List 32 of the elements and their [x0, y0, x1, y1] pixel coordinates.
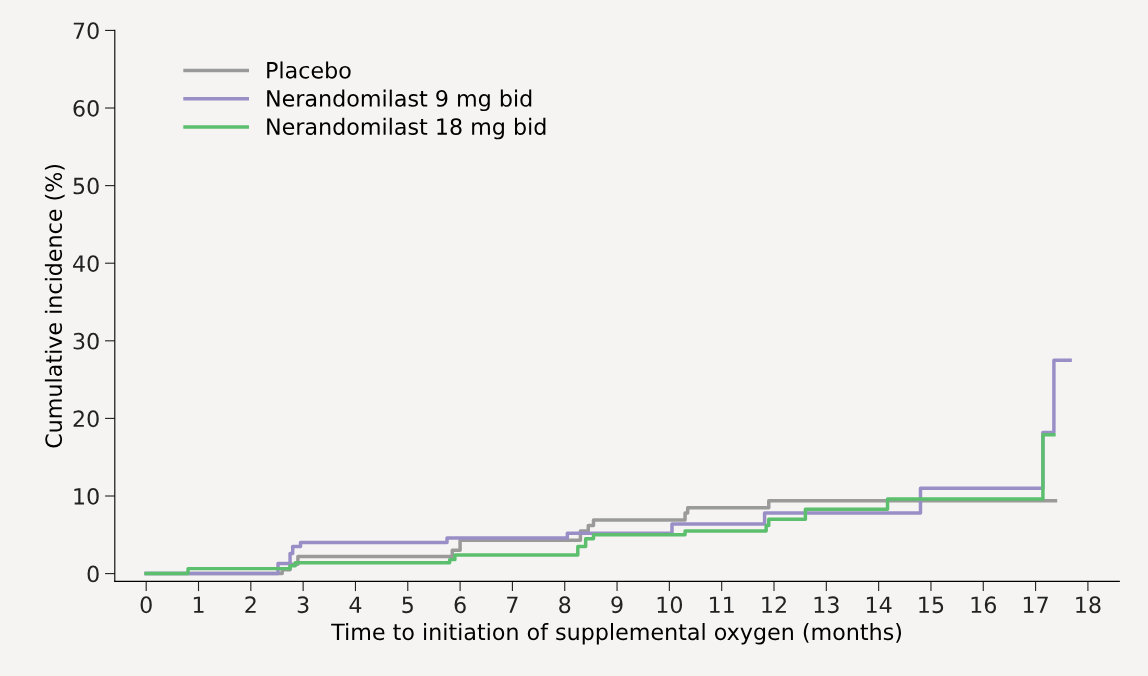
x-tick-label: 7 [507, 596, 518, 613]
y-tick-label: 20 [73, 410, 99, 428]
x-tick-label: 8 [559, 596, 571, 614]
y-axis-title: Cumulative incidence (%) [44, 164, 65, 448]
x-tick-label: 18 [1076, 596, 1101, 614]
x-tick-label: 15 [919, 596, 944, 614]
x-tick-label: 3 [297, 596, 309, 614]
legend-label: Nerandomilast 18 mg bid [267, 117, 546, 140]
x-tick-label: 0 [140, 596, 152, 614]
x-tick-label: 17 [1023, 596, 1048, 613]
y-tick-label: 60 [73, 99, 99, 117]
y-tick-label: 50 [73, 177, 99, 195]
x-tick-label: 13 [814, 596, 839, 614]
x-tick-label: 12 [762, 596, 786, 613]
y-tick-label: 0 [87, 565, 99, 583]
x-tick-label: 10 [657, 596, 683, 614]
x-tick-label: 14 [866, 596, 892, 613]
x-tick-label: 1 [193, 596, 204, 613]
x-tick-label: 6 [454, 596, 466, 614]
x-tick-label: 5 [402, 596, 413, 614]
x-axis-title: Time to initiation of supplemental oxygen (months) [331, 623, 902, 645]
y-tick-label: 70 [73, 22, 99, 40]
y-tick-label: 40 [73, 255, 99, 272]
x-tick-label: 16 [971, 596, 997, 614]
y-tick-label: 30 [73, 332, 99, 350]
x-tick-label: 9 [611, 596, 623, 614]
x-tick-label: 2 [245, 596, 256, 613]
legend-label: Nerandomilast 9 mg bid [267, 89, 532, 112]
y-tick-label: 10 [74, 487, 99, 505]
x-tick-label: 11 [709, 596, 734, 613]
legend-label: Placebo [267, 61, 351, 79]
x-tick-label: 4 [349, 596, 362, 613]
